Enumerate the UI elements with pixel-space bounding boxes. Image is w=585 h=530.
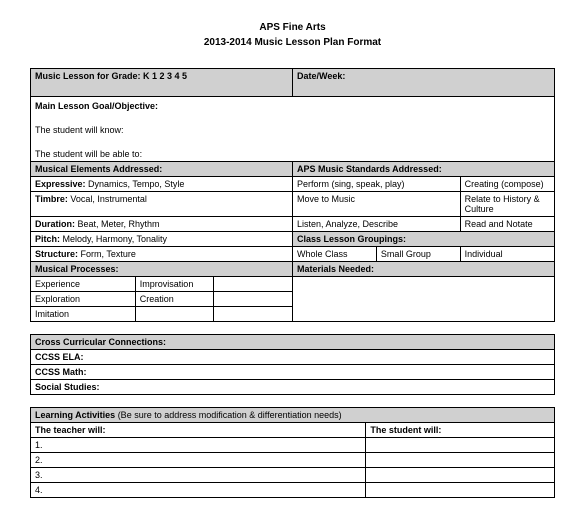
relate-cell: Relate to History & Culture [460, 192, 554, 217]
expressive-row: Expressive: Dynamics, Tempo, Style [31, 177, 293, 192]
timbre-label: Timbre: [35, 194, 68, 204]
teacher-header: The teacher will: [31, 423, 366, 438]
learning-label: Learning Activities [35, 410, 115, 420]
student-header: The student will: [366, 423, 555, 438]
expressive-val: Dynamics, Tempo, Style [86, 179, 185, 189]
cross-header: Cross Curricular Connections: [31, 335, 555, 350]
cross-table: Cross Curricular Connections: CCSS ELA: … [30, 334, 555, 395]
timbre-val: Vocal, Instrumental [68, 194, 147, 204]
read-cell: Read and Notate [460, 217, 554, 232]
goal-label: Main Lesson Goal/Objective: [35, 101, 158, 111]
imitation-cell: Imitation [31, 307, 136, 322]
act-2-t: 2. [31, 453, 366, 468]
duration-label: Duration: [35, 219, 75, 229]
perform-cell: Perform (sing, speak, play) [292, 177, 460, 192]
grade-cell: Music Lesson for Grade: K 1 2 3 4 5 [31, 69, 293, 97]
social-row: Social Studies: [31, 380, 555, 395]
know-text: The student will know: [35, 125, 550, 135]
main-table: Music Lesson for Grade: K 1 2 3 4 5 Date… [30, 68, 555, 322]
act-3-s [366, 468, 555, 483]
move-cell: Move to Music [292, 192, 460, 217]
small-cell: Small Group [376, 247, 460, 262]
pitch-val: Melody, Harmony, Tonality [60, 234, 167, 244]
pitch-label: Pitch: [35, 234, 60, 244]
individual-cell: Individual [460, 247, 554, 262]
page-header: APS Fine Arts 2013-2014 Music Lesson Pla… [30, 20, 555, 50]
groupings-header: Class Lesson Groupings: [292, 232, 554, 247]
exploration-cell: Exploration [31, 292, 136, 307]
duration-val: Beat, Meter, Rhythm [75, 219, 160, 229]
structure-val: Form, Texture [78, 249, 136, 259]
blank-4 [214, 307, 293, 322]
blank-2 [214, 292, 293, 307]
blank-1 [214, 277, 293, 292]
learning-header: Learning Activities (Be sure to address … [31, 408, 555, 423]
goal-cell: Main Lesson Goal/Objective: The student … [31, 97, 555, 162]
ela-row: CCSS ELA: [31, 350, 555, 365]
act-4-s [366, 483, 555, 498]
expressive-label: Expressive: [35, 179, 86, 189]
act-4-t: 4. [31, 483, 366, 498]
materials-body [292, 277, 554, 322]
header-line1: APS Fine Arts [30, 20, 555, 35]
able-text: The student will be able to: [35, 149, 550, 159]
math-row: CCSS Math: [31, 365, 555, 380]
duration-row: Duration: Beat, Meter, Rhythm [31, 217, 293, 232]
standards-header: APS Music Standards Addressed: [292, 162, 554, 177]
act-1-s [366, 438, 555, 453]
structure-row: Structure: Form, Texture [31, 247, 293, 262]
experience-cell: Experience [31, 277, 136, 292]
learning-note: (Be sure to address modification & diffe… [115, 410, 341, 420]
whole-cell: Whole Class [292, 247, 376, 262]
elements-header: Musical Elements Addressed: [31, 162, 293, 177]
date-cell: Date/Week: [292, 69, 554, 97]
blank-3 [135, 307, 214, 322]
header-line2: 2013-2014 Music Lesson Plan Format [30, 35, 555, 50]
act-2-s [366, 453, 555, 468]
activities-table: Learning Activities (Be sure to address … [30, 407, 555, 498]
improv-cell: Improvisation [135, 277, 214, 292]
listen-cell: Listen, Analyze, Describe [292, 217, 460, 232]
structure-label: Structure: [35, 249, 78, 259]
processes-header: Musical Processes: [31, 262, 293, 277]
creating-cell: Creating (compose) [460, 177, 554, 192]
act-1-t: 1. [31, 438, 366, 453]
pitch-row: Pitch: Melody, Harmony, Tonality [31, 232, 293, 247]
act-3-t: 3. [31, 468, 366, 483]
timbre-row: Timbre: Vocal, Instrumental [31, 192, 293, 217]
materials-header: Materials Needed: [292, 262, 554, 277]
creation-cell: Creation [135, 292, 214, 307]
